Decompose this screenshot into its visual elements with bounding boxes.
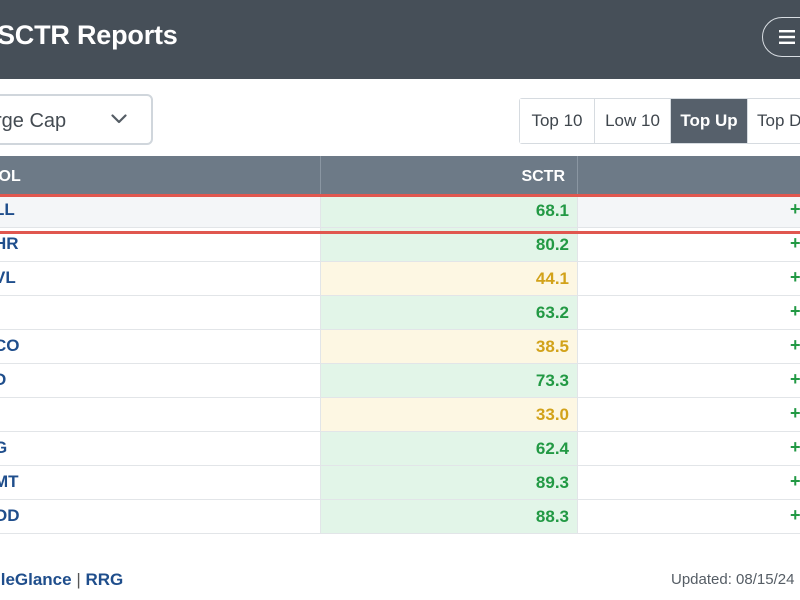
column-header-sctr[interactable]: SCTR: [521, 168, 565, 185]
change-value: +: [790, 471, 800, 491]
table-row[interactable]: OD 88.3 +: [0, 500, 800, 534]
hamburger-menu-icon: [779, 30, 795, 44]
change-value: +: [790, 233, 800, 253]
table-row[interactable]: 63.2 +: [0, 296, 800, 330]
sctr-cell: 44.1: [320, 262, 578, 295]
symbol-link[interactable]: G: [0, 438, 8, 457]
table-row[interactable]: LL 68.1 +: [0, 194, 800, 228]
sctr-value: 38.5: [535, 337, 569, 356]
footer-links: lleGlance | RRG: [0, 570, 123, 590]
chevron-down-icon: [111, 114, 127, 124]
sctr-cell: 68.1: [320, 194, 578, 227]
symbol-link[interactable]: HR: [0, 234, 19, 253]
table-row[interactable]: HR 80.2 +: [0, 228, 800, 262]
column-header-symbol[interactable]: BOL: [0, 168, 21, 185]
cap-size-dropdown[interactable]: rge Cap: [0, 94, 153, 145]
table-row[interactable]: G 62.4 +: [0, 432, 800, 466]
table-row[interactable]: CO 38.5 +: [0, 330, 800, 364]
tab-low-10[interactable]: Low 10: [594, 99, 670, 143]
symbol-link[interactable]: VL: [0, 268, 16, 287]
symbol-link[interactable]: D: [0, 370, 7, 389]
change-value: +: [790, 335, 800, 355]
change-value: +: [790, 437, 800, 457]
sctr-table: BOL SCTR LL 68.1 + HR 80.2 + VL 44.1 +63.2 + CO 38.…: [0, 156, 800, 534]
symbol-link[interactable]: LL: [0, 200, 15, 219]
updated-timestamp: Updated: 08/15/24: [671, 571, 795, 588]
symbol-link[interactable]: CO: [0, 336, 20, 355]
sctr-cell: 63.2: [320, 296, 578, 329]
tab-top-10[interactable]: Top 10: [520, 99, 594, 143]
sctr-value: 73.3: [535, 371, 569, 390]
menu-button[interactable]: [762, 17, 800, 57]
table-row[interactable]: 33.0 +: [0, 398, 800, 432]
sctr-value: 63.2: [535, 303, 569, 322]
table-row[interactable]: VL 44.1 +: [0, 262, 800, 296]
column-divider: [320, 156, 321, 194]
sctr-value: 88.3: [535, 507, 569, 526]
table-row[interactable]: MT 89.3 +: [0, 466, 800, 500]
column-divider: [577, 156, 578, 194]
sctr-cell: 38.5: [320, 330, 578, 363]
page-title: SCTR Reports: [0, 20, 178, 50]
change-value: +: [790, 369, 800, 389]
table-body: LL 68.1 + HR 80.2 + VL 44.1 +63.2 + CO 38.5 + D 73.3 +3…: [0, 194, 800, 534]
tab-top-down[interactable]: Top D: [747, 99, 800, 143]
sctr-cell: 89.3: [320, 466, 578, 499]
change-value: +: [790, 403, 800, 423]
sctr-value: 44.1: [535, 269, 569, 288]
tab-top-up[interactable]: Top Up: [670, 99, 747, 143]
sctr-cell: 33.0: [320, 398, 578, 431]
sctr-cell: 73.3: [320, 364, 578, 397]
change-value: +: [790, 505, 800, 525]
sctr-value: 33.0: [535, 405, 569, 424]
sctr-cell: 80.2: [320, 228, 578, 261]
change-value: +: [790, 301, 800, 321]
sctr-cell: 62.4: [320, 432, 578, 465]
sctr-value: 62.4: [535, 439, 569, 458]
report-tabs: Top 10 Low 10 Top Up Top D: [519, 98, 800, 144]
footer-link-rrg[interactable]: RRG: [85, 570, 124, 589]
table-row[interactable]: D 73.3 +: [0, 364, 800, 398]
app-header: SCTR Reports: [0, 0, 800, 79]
change-value: +: [790, 199, 800, 219]
footer-separator: |: [76, 570, 81, 589]
symbol-link[interactable]: OD: [0, 506, 20, 525]
sctr-value: 89.3: [535, 473, 569, 492]
dropdown-selected-value: rge Cap: [0, 110, 67, 132]
sctr-value: 68.1: [535, 201, 569, 220]
change-value: +: [790, 267, 800, 287]
sctr-cell: 88.3: [320, 500, 578, 533]
footer-link-candleglance[interactable]: lleGlance: [0, 570, 72, 589]
table-header: BOL SCTR: [0, 156, 800, 194]
sctr-value: 80.2: [535, 235, 569, 254]
symbol-link[interactable]: MT: [0, 472, 19, 491]
